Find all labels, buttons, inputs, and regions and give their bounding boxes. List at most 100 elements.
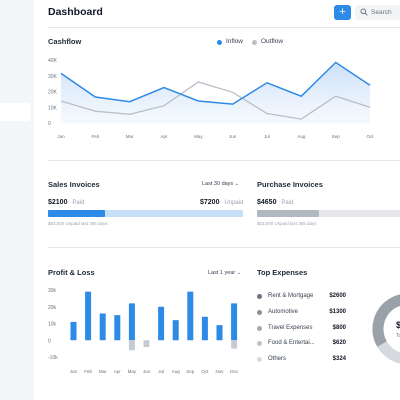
cashflow-title: Cashflow xyxy=(48,37,82,46)
loss-bar xyxy=(128,340,135,351)
expense-color-dot xyxy=(257,341,262,347)
chevron-down-icon: ⌄ xyxy=(236,270,241,276)
header-divider xyxy=(48,27,400,28)
expense-row[interactable]: Automotive $1300 xyxy=(257,308,346,318)
expense-label: Automotive xyxy=(268,308,299,315)
sales-invoices-title: Sales Invoices xyxy=(48,180,100,189)
sales-paid-amount: $2100 Paid xyxy=(48,199,84,206)
profit-loss-period-select[interactable]: Last 1 year ⌄ xyxy=(208,270,241,276)
expense-row[interactable]: Rent & Mortgage $2600 xyxy=(257,292,346,302)
top-expenses-title: Top Expenses xyxy=(257,268,308,277)
purchase-paid-value: $4650 xyxy=(257,199,277,206)
expense-row[interactable]: Others $324 xyxy=(257,355,346,365)
main-panel: Dashboard + Search Cashflow Inflow Outfl… xyxy=(34,0,400,400)
cashflow-xtick-label: Aug xyxy=(297,134,306,139)
profit-bar xyxy=(158,306,165,341)
sales-paid-fill xyxy=(48,210,105,217)
cashflow-ytick-label: 30K xyxy=(48,74,58,80)
cashflow-chart: 40K 30K 20K 10K 0 Jan Feb Mar Apr May Jun Jul Aug Sep… xyxy=(48,58,374,139)
profit-bar xyxy=(216,325,223,341)
profit-loss-xtick-label: Feb xyxy=(84,369,92,374)
profit-bar xyxy=(114,315,121,341)
profit-loss-xtick-label: Jul xyxy=(158,369,164,374)
inflow-legend-label[interactable]: Inflow xyxy=(226,38,243,45)
cashflow-ytick-label: 10K xyxy=(48,105,58,111)
loss-bar xyxy=(143,340,150,347)
cashflow-xtick-label: Feb xyxy=(91,134,99,139)
profit-loss-xtick-label: Nov xyxy=(215,369,224,374)
donut-segment xyxy=(372,293,400,365)
expense-row[interactable]: Travel Expenses $800 xyxy=(257,324,346,334)
profit-bar xyxy=(99,313,106,341)
sidebar-selected-item[interactable] xyxy=(0,103,31,121)
expense-list: Rent & Mortgage $2600 Automotive $1300 Trave… xyxy=(257,292,346,367)
profit-bar xyxy=(85,291,92,341)
sales-progress-bar xyxy=(48,210,243,217)
profit-loss-xtick-label: Sep xyxy=(186,369,195,374)
purchase-note: $53,000 Unpaid last 365 days xyxy=(257,221,317,226)
page-title: Dashboard xyxy=(48,6,103,18)
expense-amount: $800 xyxy=(332,324,346,331)
outflow-legend-dot xyxy=(252,40,257,45)
profit-loss-xtick-label: Jan xyxy=(70,369,78,374)
sales-unpaid-label: Unpaid xyxy=(224,200,244,206)
profit-loss-xtick-label: May xyxy=(128,369,137,374)
search-placeholder: Search xyxy=(371,9,392,16)
cashflow-xtick-label: Jul xyxy=(264,134,270,139)
profit-bar xyxy=(172,320,179,341)
profit-loss-title: Profit & Loss xyxy=(48,268,95,277)
profit-loss-ytick-label: 0 xyxy=(48,338,51,344)
cashflow-ytick-label: 0 xyxy=(48,121,51,127)
expense-label: Travel Expenses xyxy=(268,324,313,331)
profit-loss-ytick-label: 10k xyxy=(48,322,57,328)
expense-color-dot xyxy=(257,325,262,331)
sales-period-label: Last 30 days xyxy=(202,181,234,187)
expense-color-dot xyxy=(257,309,262,315)
cashflow-ytick-label: 20K xyxy=(48,90,58,96)
sidebar xyxy=(0,0,34,400)
cashflow-xtick-label: May xyxy=(194,134,203,139)
expense-amount: $1300 xyxy=(329,308,346,315)
sales-period-select[interactable]: Last 30 days ⌄ xyxy=(202,181,239,187)
inflow-line xyxy=(60,61,371,105)
sales-note: $53,000 Unpaid last 365 days xyxy=(48,221,108,226)
profit-loss-ytick-label: 30k xyxy=(48,288,57,294)
search-icon xyxy=(360,8,368,16)
expense-amount: $2600 xyxy=(329,293,346,299)
expenses-donut-chart: $ To xyxy=(372,293,400,365)
loss-bar xyxy=(231,340,238,349)
search-input[interactable]: Search xyxy=(355,5,400,20)
expense-color-dot xyxy=(257,294,262,299)
outflow-legend-label[interactable]: Outflow xyxy=(261,38,284,45)
expense-amount: $324 xyxy=(332,356,346,363)
profit-loss-period-label: Last 1 year xyxy=(208,270,236,276)
purchase-progress-bar xyxy=(257,210,400,217)
profit-loss-xtick-label: Dec xyxy=(230,369,239,374)
cashflow-xtick-label: Jun xyxy=(229,134,237,139)
sales-unpaid-value: $7200 xyxy=(200,199,220,206)
purchase-invoices-title: Purchase Invoices xyxy=(257,180,323,189)
expense-amount: $620 xyxy=(332,340,346,347)
purchase-paid-amount: $4650 Paid xyxy=(257,199,293,206)
profit-bar xyxy=(231,303,238,341)
expense-label: Others xyxy=(268,356,287,363)
profit-loss-ytick-label: -10k xyxy=(48,355,58,361)
profit-loss-ytick-label: 20k xyxy=(48,305,57,311)
cashflow-ytick-label: 40K xyxy=(48,58,58,64)
add-button[interactable]: + xyxy=(334,5,351,20)
cashflow-divider xyxy=(48,160,400,161)
inflow-legend-dot xyxy=(217,40,222,45)
expense-row[interactable]: Food & Entertai... $620 xyxy=(257,339,346,349)
expense-label: Rent & Mortgage xyxy=(268,293,314,299)
expense-color-dot xyxy=(257,357,262,363)
cashflow-xtick-label: Mar xyxy=(126,134,134,139)
purchase-paid-fill xyxy=(257,210,320,217)
cashflow-xtick-label: Sep xyxy=(332,134,341,139)
outflow-line xyxy=(60,81,371,120)
cashflow-xtick-label: Jan xyxy=(57,134,65,139)
donut-total-label: To xyxy=(396,333,400,339)
sales-paid-value: $2100 xyxy=(48,199,68,206)
purchase-paid-label: Paid xyxy=(281,200,294,206)
profit-bar xyxy=(201,316,208,341)
profit-loss-xtick-label: Oct xyxy=(201,369,209,374)
